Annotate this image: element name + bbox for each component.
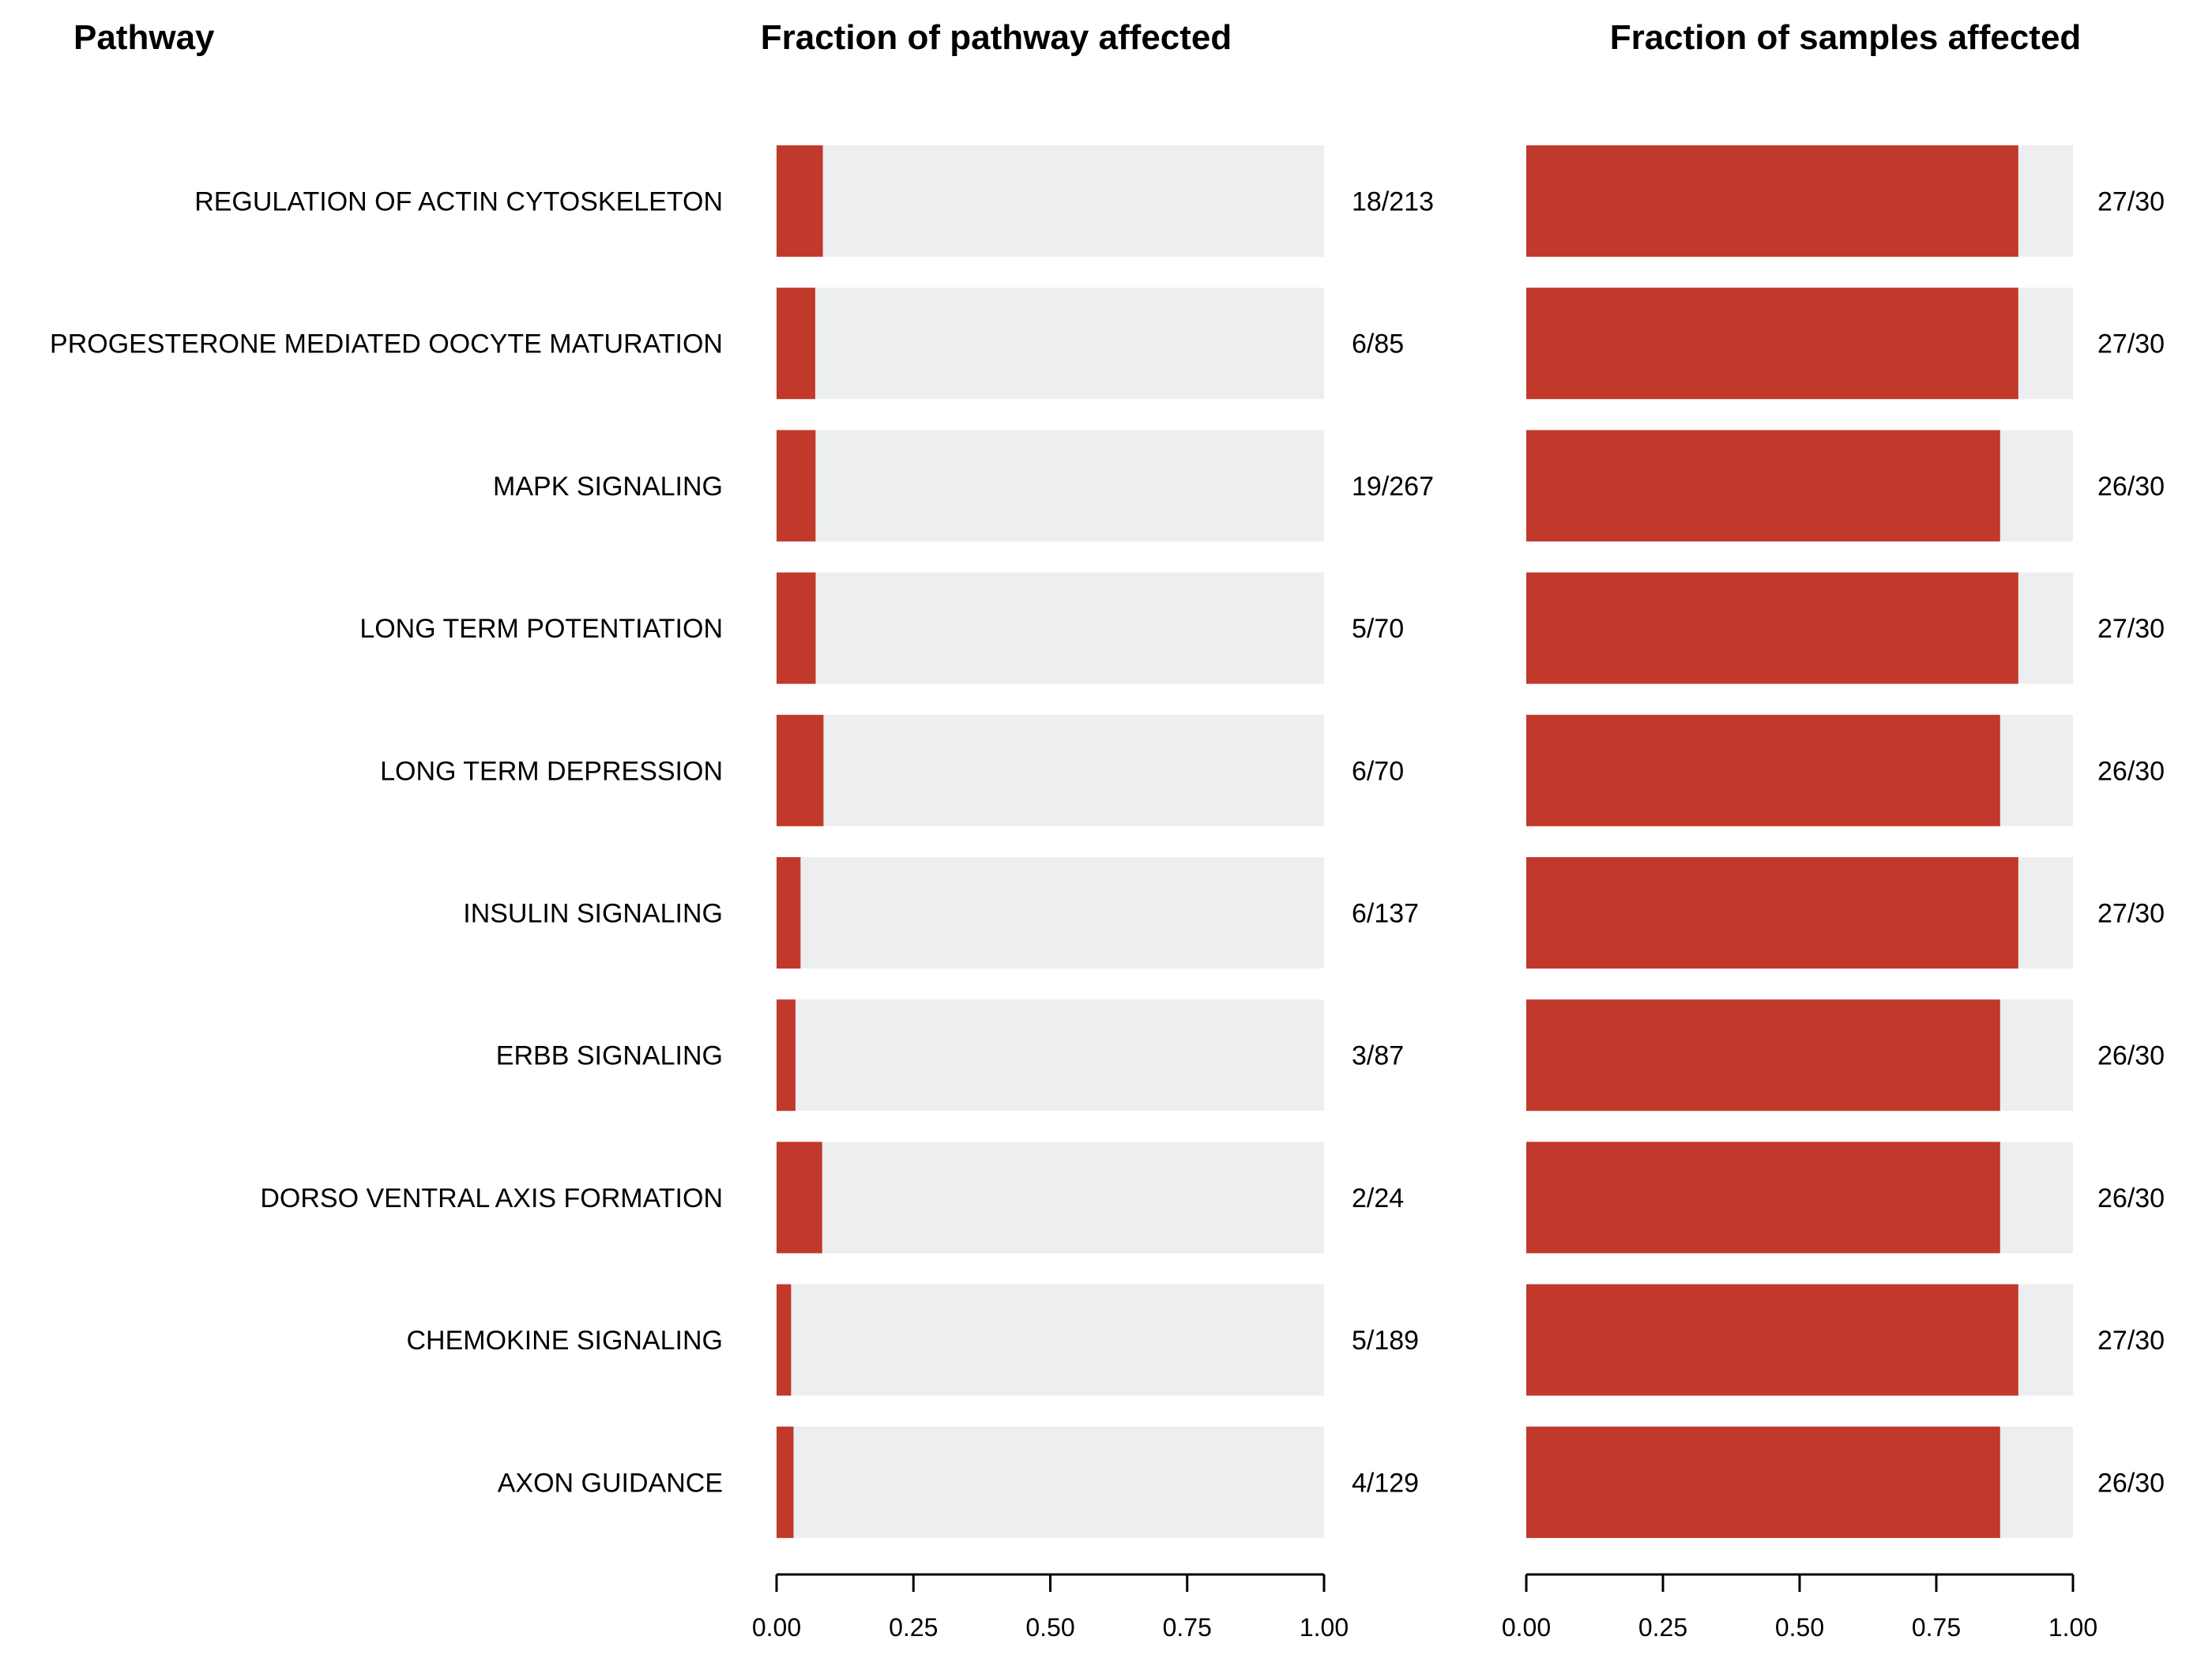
sample-count-label: 26/30 (2097, 1183, 2165, 1213)
sample-x-tick-label: 0.00 (1502, 1613, 1551, 1642)
pathway-fraction-track (777, 714, 1324, 826)
pathway-fraction-bar (777, 1284, 792, 1396)
pathway-fraction-track (777, 1284, 1324, 1396)
sample-fraction-bar (1526, 999, 2000, 1112)
pathway-count-label: 3/87 (1352, 1041, 1404, 1071)
pathway-fraction-track (777, 288, 1324, 400)
pathway-label: CHEMOKINE SIGNALING (406, 1326, 723, 1356)
sample-fraction-bar (1526, 145, 2018, 257)
sample-fraction-bar (1526, 1142, 2000, 1254)
sample-count-label: 26/30 (2097, 756, 2165, 786)
pathway-fraction-bar (777, 857, 801, 969)
sample-fraction-bar (1526, 1284, 2018, 1396)
pathway-fraction-bar (777, 288, 815, 400)
pathway-label: LONG TERM POTENTIATION (359, 614, 723, 644)
pathway-x-tick-label: 0.00 (752, 1613, 801, 1642)
sample-fraction-bar (1526, 430, 2000, 542)
pathway-fraction-bar (777, 430, 816, 542)
pathway-fraction-bar (777, 999, 796, 1112)
sample-count-label: 26/30 (2097, 1041, 2165, 1071)
sample-count-label: 26/30 (2097, 472, 2165, 502)
pathway-fraction-track (777, 145, 1324, 257)
pathway-label: INSULIN SIGNALING (463, 899, 723, 929)
pathway-count-label: 2/24 (1352, 1183, 1404, 1213)
pathway-x-tick-label: 0.50 (1025, 1613, 1074, 1642)
pathway-count-label: 6/70 (1352, 756, 1404, 786)
sample-count-label: 27/30 (2097, 187, 2165, 217)
sample-x-tick-label: 0.50 (1775, 1613, 1824, 1642)
pathway-count-label: 6/85 (1352, 329, 1404, 359)
sample-fraction-bar (1526, 288, 2018, 400)
pathway-fraction-track (777, 1142, 1324, 1254)
pathway-count-label: 18/213 (1352, 187, 1434, 217)
pathway-column-header: Pathway (73, 18, 215, 57)
pathway-count-label: 4/129 (1352, 1468, 1419, 1498)
pathway-label: AXON GUIDANCE (498, 1468, 723, 1498)
sample-fraction-bar (1526, 1426, 2000, 1538)
sample-count-label: 27/30 (2097, 899, 2165, 929)
sample-count-label: 27/30 (2097, 614, 2165, 644)
pathway-count-label: 5/70 (1352, 614, 1404, 644)
pathway-x-tick-label: 0.25 (889, 1613, 938, 1642)
sample-x-tick-label: 0.25 (1638, 1613, 1687, 1642)
pathway-count-label: 19/267 (1352, 472, 1434, 502)
sample-count-label: 26/30 (2097, 1468, 2165, 1498)
pathway-count-label: 6/137 (1352, 899, 1419, 929)
pathway-label: LONG TERM DEPRESSION (380, 756, 723, 786)
pathway-fraction-bar (777, 714, 824, 826)
pathway-label: REGULATION OF ACTIN CYTOSKELETON (194, 187, 723, 217)
sample-fraction-bar (1526, 714, 2000, 826)
pathway-x-tick-label: 0.75 (1163, 1613, 1212, 1642)
sample-x-tick-label: 1.00 (2048, 1613, 2097, 1642)
pathway-fraction-bar (777, 1426, 794, 1538)
sample-count-label: 27/30 (2097, 329, 2165, 359)
pathway-fraction-track (777, 1426, 1324, 1538)
pathway-label: DORSO VENTRAL AXIS FORMATION (260, 1183, 723, 1213)
chart-rows: REGULATION OF ACTIN CYTOSKELETON 18/213 27… (50, 145, 2165, 1538)
sample-count-label: 27/30 (2097, 1326, 2165, 1356)
pathway-fraction-bar (777, 572, 816, 684)
pathway-fraction-title: Fraction of pathway affected (761, 18, 1232, 57)
pathway-fraction-track (777, 430, 1324, 542)
pathway-fraction-bar (777, 1142, 822, 1254)
sample-x-tick-label: 0.75 (1912, 1613, 1961, 1642)
pathway-fraction-track (777, 572, 1324, 684)
pathway-x-tick-label: 1.00 (1300, 1613, 1349, 1642)
pathway-fraction-track (777, 857, 1324, 969)
pathway-count-label: 5/189 (1352, 1326, 1419, 1356)
sample-fraction-bar (1526, 572, 2018, 684)
pathway-fraction-bar (777, 145, 823, 257)
pathway-label: MAPK SIGNALING (493, 472, 723, 502)
pathway-fraction-track (777, 999, 1324, 1112)
sample-fraction-bar (1526, 857, 2018, 969)
pathway-label: ERBB SIGNALING (496, 1041, 723, 1071)
sample-fraction-title: Fraction of samples affected (1610, 18, 2082, 57)
chart-axes: 0.00 0.25 0.50 0.75 1.00 0.00 0.25 0.50 0.75 1.00 (752, 1573, 2097, 1642)
pathway-label: PROGESTERONE MEDIATED OOCYTE MATURATION (50, 329, 723, 359)
